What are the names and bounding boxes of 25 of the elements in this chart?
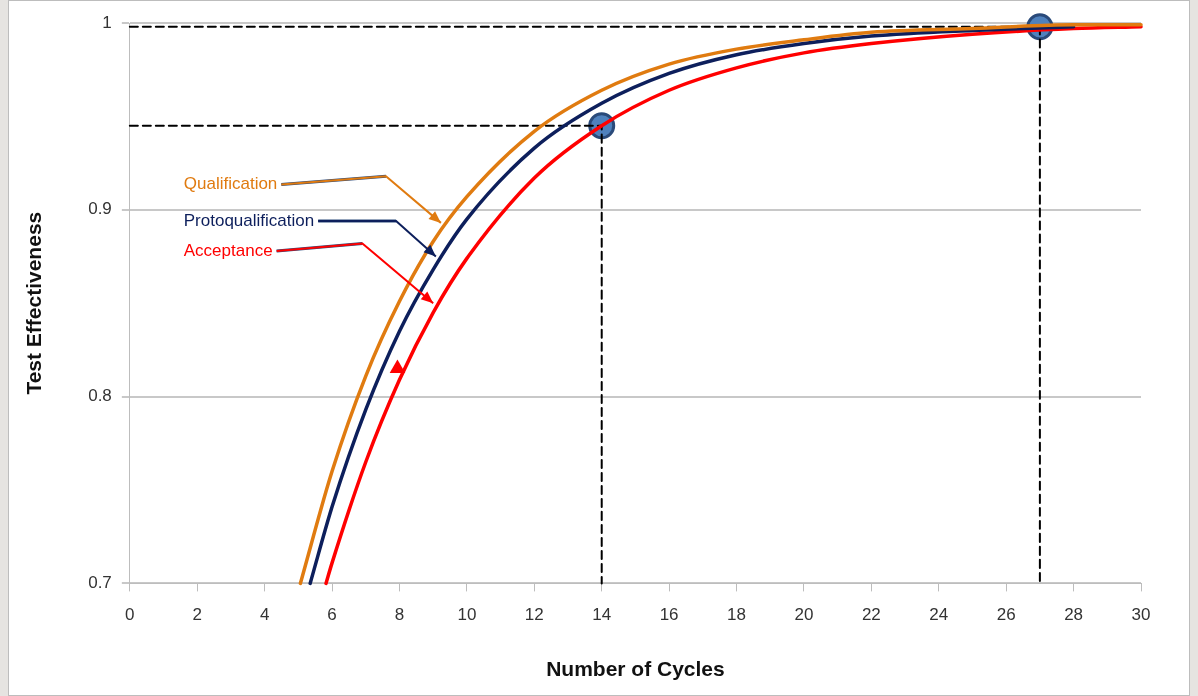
- x-tick-label: 18: [727, 605, 746, 625]
- text: Acceptance: [183, 240, 273, 260]
- x-tick-label: 6: [327, 605, 337, 625]
- y-axis-title: Test Effectiveness: [22, 211, 46, 395]
- x-axis-title: Number of Cycles: [546, 657, 725, 681]
- x-tick-label: 26: [996, 605, 1016, 625]
- x-tick-label: 28: [1064, 605, 1084, 625]
- x-tick-label: 16: [659, 605, 679, 625]
- x-tick-label: 8: [394, 605, 405, 625]
- y-tick-label: 0.9: [88, 199, 112, 219]
- x-tick-label: 30: [1131, 605, 1151, 625]
- x-tick-label: 10: [457, 605, 477, 625]
- x-tick-label: 4: [259, 605, 270, 625]
- y-tick-label: 0.8: [88, 386, 112, 406]
- text: Qualification: [183, 174, 278, 194]
- x-tick-label: 14: [592, 605, 612, 625]
- x-tick-label: 12: [524, 605, 544, 625]
- y-tick-label: 1: [102, 12, 112, 32]
- x-tick-label: 22: [861, 605, 881, 625]
- x-tick-label: 20: [794, 605, 814, 625]
- x-tick-label: 2: [192, 605, 202, 625]
- y-tick-label: 0.7: [88, 573, 112, 593]
- text: Protoqualification: [183, 210, 315, 230]
- x-tick-label: 0: [125, 605, 135, 625]
- x-tick-label: 24: [929, 605, 949, 625]
